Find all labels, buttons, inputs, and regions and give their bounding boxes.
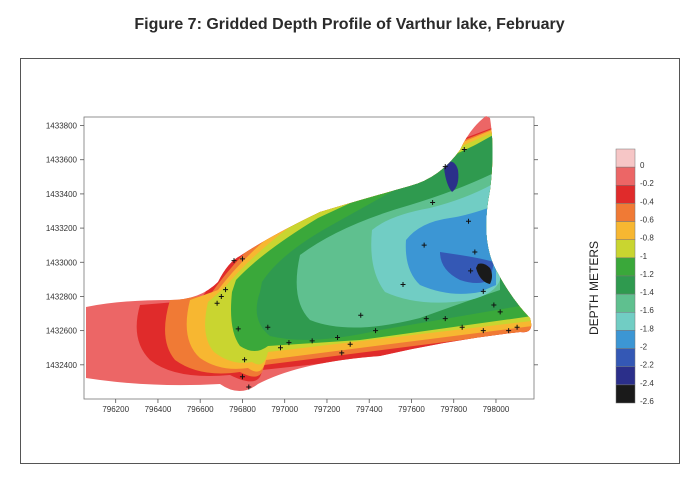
legend-level-label: -2.2: [640, 361, 654, 370]
x-tick-label: 797800: [440, 405, 467, 414]
legend-title: DEPTH METERS: [587, 241, 601, 335]
survey-point-marker: [491, 302, 497, 308]
legend-swatch: [615, 221, 636, 240]
legend-level-label: -0.4: [640, 197, 654, 206]
legend-swatch: [615, 203, 636, 222]
y-tick-label: 1433400: [46, 190, 78, 199]
legend-level-label: -0.2: [640, 179, 654, 188]
survey-point-marker: [277, 345, 283, 351]
survey-point-marker: [214, 300, 220, 306]
legend-swatch: [615, 312, 636, 331]
survey-point-marker: [400, 281, 406, 287]
survey-point-marker: [223, 287, 229, 293]
survey-point-marker: [461, 146, 467, 152]
figure-title: Figure 7: Gridded Depth Profile of Varth…: [134, 16, 565, 33]
survey-point-marker: [514, 324, 520, 330]
y-tick-label: 1433200: [46, 224, 78, 233]
legend-swatch: [615, 384, 636, 404]
legend-level-label: -1.8: [640, 324, 654, 333]
y-tick-label: 1433000: [46, 258, 78, 267]
x-tick-label: 796200: [102, 405, 129, 414]
survey-point-marker: [218, 293, 224, 299]
survey-point-marker: [309, 338, 315, 344]
survey-point-marker: [421, 242, 427, 248]
x-tick-label: 796400: [145, 405, 172, 414]
legend-level-label: -1.4: [640, 288, 654, 297]
y-tick-label: 1432400: [46, 361, 78, 370]
y-axis-ticks: 1432400 1432600 1432800 1433000 1433200 14334…: [46, 122, 538, 370]
y-tick-label: 1432800: [46, 292, 78, 301]
survey-point-marker: [480, 288, 486, 294]
x-tick-label: 798000: [483, 405, 510, 414]
legend-swatch: [615, 366, 636, 386]
survey-point-marker: [239, 374, 245, 380]
x-tick-label: 797400: [356, 405, 383, 414]
legend-swatch: [615, 330, 636, 349]
survey-point-marker: [231, 258, 237, 264]
legend-level-label: 0: [640, 161, 645, 170]
lake-contour-bands: [86, 116, 532, 391]
legend-swatch: [615, 293, 636, 313]
survey-point-marker: [286, 340, 292, 346]
legend-level-label: -0.6: [640, 216, 654, 225]
survey-point-marker: [358, 312, 364, 318]
legend-swatch: [615, 148, 636, 168]
survey-point-marker: [480, 328, 486, 334]
survey-point-marker: [347, 341, 353, 347]
survey-point-marker: [506, 328, 512, 334]
survey-point-marker: [430, 199, 436, 205]
survey-point-marker: [442, 164, 448, 170]
legend-swatch: [615, 185, 636, 204]
x-tick-label: 797600: [398, 405, 425, 414]
legend-level-label: -1.2: [640, 270, 654, 279]
y-tick-label: 1433600: [46, 156, 78, 165]
legend-swatch: [615, 166, 636, 186]
survey-point-marker: [497, 309, 503, 315]
survey-point-marker: [442, 316, 448, 322]
legend-level-label: -2.4: [640, 379, 654, 388]
survey-point-marker: [468, 268, 474, 274]
legend-swatch: [615, 348, 636, 367]
x-axis-ticks: 796200 796400 796600 796800 797000 797200 7974…: [102, 399, 510, 414]
plot-area-border: [83, 116, 535, 400]
survey-point-marker: [472, 249, 478, 255]
survey-point-marker: [339, 350, 345, 356]
y-tick-label: 1433800: [46, 122, 78, 131]
survey-points: [214, 146, 520, 390]
legend-level-label: -2: [640, 343, 648, 352]
x-tick-label: 796800: [229, 405, 256, 414]
survey-point-marker: [239, 256, 245, 262]
legend-level-label: -2.6: [640, 397, 654, 406]
band-2.4-north: [444, 161, 459, 192]
survey-point-marker: [459, 324, 465, 330]
legend-swatch: [615, 257, 636, 277]
survey-point-marker: [423, 316, 429, 322]
band-2.6: [476, 263, 492, 284]
x-tick-label: 797000: [271, 405, 298, 414]
x-tick-label: 797200: [314, 405, 341, 414]
legend-level-label: -1.6: [640, 306, 654, 315]
y-tick-label: 1432600: [46, 327, 78, 336]
survey-point-marker: [373, 328, 379, 334]
figure-frame: [20, 58, 680, 464]
survey-point-marker: [242, 357, 248, 363]
legend-swatch: [615, 275, 636, 295]
survey-point-marker: [246, 384, 252, 390]
survey-point-marker: [466, 218, 472, 224]
survey-point-marker: [265, 324, 271, 330]
x-tick-label: 796600: [187, 405, 214, 414]
legend-level-label: -1: [640, 252, 648, 261]
legend-level-label: -0.8: [640, 234, 654, 243]
survey-point-marker: [335, 334, 341, 340]
legend-swatch: [615, 239, 636, 259]
survey-point-marker: [235, 326, 241, 332]
legend: 0 -0.2 -0.4 -0.6 -0.8 -1 -1.2 -1.4 -1.6 -1.8 -2 -2.…: [615, 148, 654, 406]
